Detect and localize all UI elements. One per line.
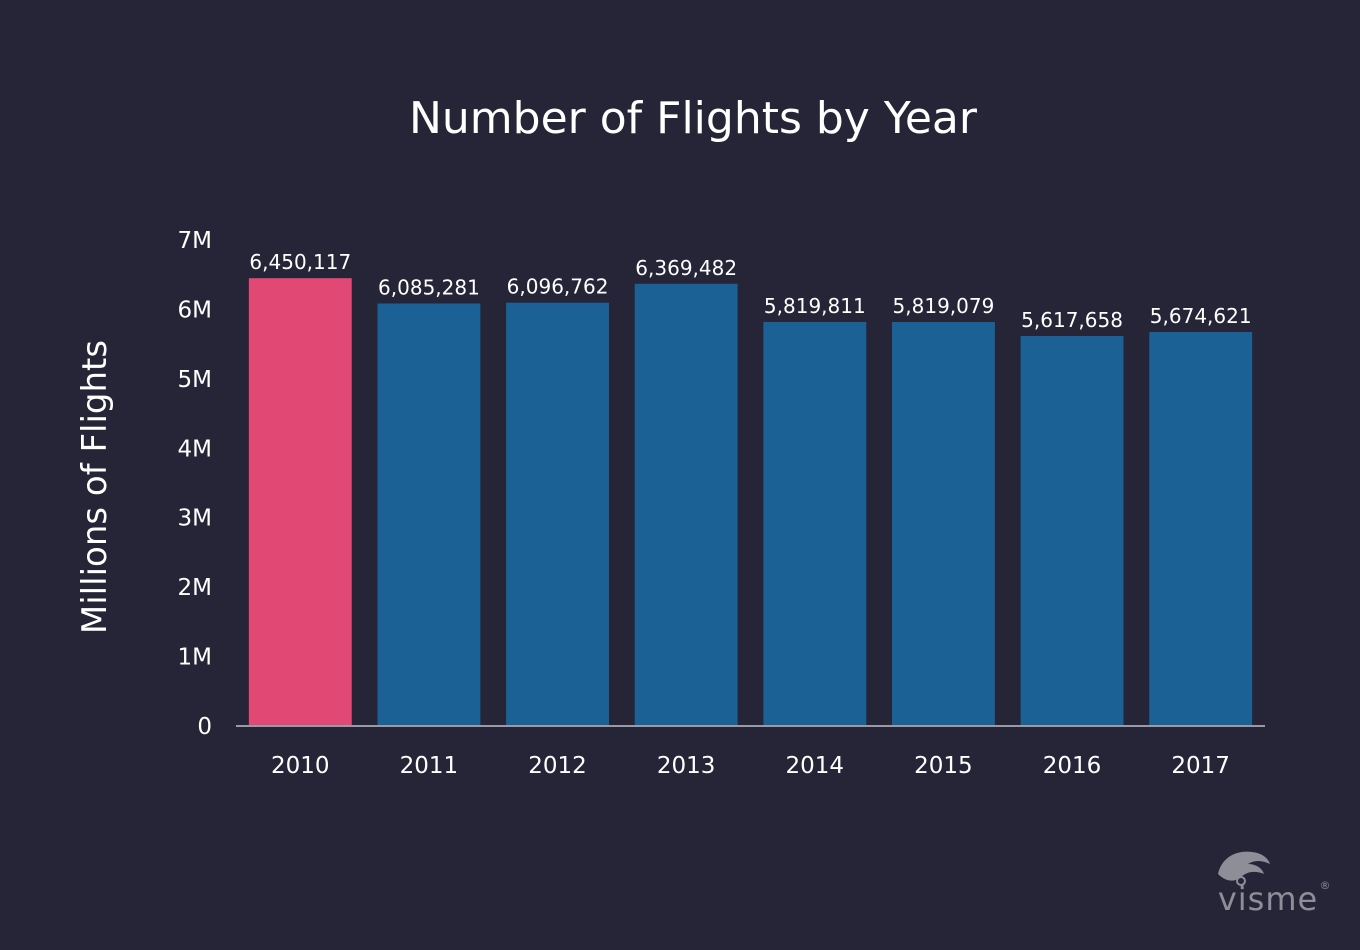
y-tick-label: 3M: [178, 506, 212, 532]
bar-value-label: 5,674,621: [1150, 304, 1252, 328]
bar-2015: [891, 321, 995, 726]
bar-2016: [1020, 335, 1124, 726]
x-tick-label: 2015: [914, 753, 973, 779]
bars-group: [248, 278, 1253, 726]
bar-value-label: 6,369,482: [635, 256, 737, 280]
y-axis-ticks: 0 1M 2M 3M 4M 5M 6M 7M: [178, 228, 212, 740]
y-tick-label: 0: [197, 714, 212, 740]
x-axis-ticks: 2010 2011 2012 2013 2014 2015 2016 2017: [271, 753, 1230, 779]
visme-logo: visme ®: [1218, 851, 1331, 918]
y-tick-label: 6M: [178, 297, 212, 323]
y-tick-label: 1M: [178, 645, 212, 671]
x-tick-label: 2017: [1171, 753, 1230, 779]
bar-value-label: 6,450,117: [249, 250, 351, 274]
bar-value-label: 5,617,658: [1021, 308, 1123, 332]
bar-2010: [248, 278, 352, 726]
bar-value-label: 6,085,281: [378, 276, 480, 300]
visme-logo-text: visme: [1218, 880, 1318, 918]
bar-value-label: 5,819,811: [764, 294, 866, 318]
x-tick-label: 2014: [786, 753, 845, 779]
registered-mark: ®: [1320, 879, 1331, 892]
value-labels-group: 6,450,117 6,085,281 6,096,762 6,369,482 5,81…: [249, 250, 1251, 332]
x-tick-label: 2013: [657, 753, 716, 779]
x-tick-label: 2010: [271, 753, 330, 779]
bar-value-label: 6,096,762: [507, 275, 609, 299]
x-tick-label: 2012: [528, 753, 587, 779]
y-axis-label: Millions of Flights: [75, 340, 115, 634]
bar-value-label: 5,819,079: [893, 294, 995, 318]
bar-2013: [634, 283, 738, 726]
bar-2012: [506, 302, 610, 726]
y-tick-label: 2M: [178, 575, 212, 601]
chart-title: Number of Flights by Year: [409, 93, 978, 144]
y-tick-label: 4M: [178, 436, 212, 462]
visme-leaf-icon: [1218, 851, 1270, 886]
x-tick-label: 2016: [1043, 753, 1102, 779]
x-tick-label: 2011: [400, 753, 459, 779]
y-tick-label: 5M: [178, 367, 212, 393]
y-tick-label: 7M: [178, 228, 212, 254]
bar-2011: [377, 303, 481, 726]
bar-2017: [1149, 332, 1253, 726]
bar-2014: [763, 321, 867, 726]
